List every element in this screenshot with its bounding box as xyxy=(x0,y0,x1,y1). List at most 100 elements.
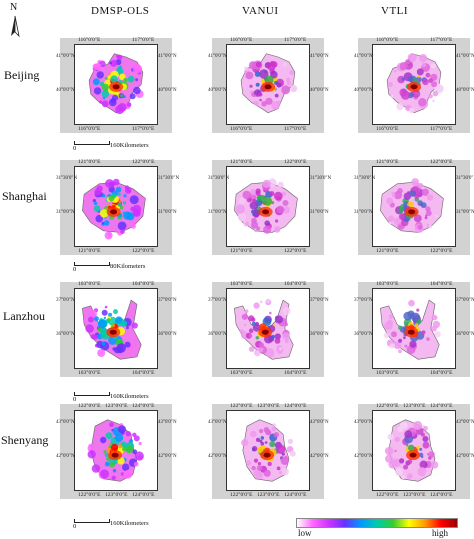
map-image-lanzhou-vanui xyxy=(234,298,294,360)
tick-label-left: 41°0'0"N xyxy=(208,54,227,59)
tick-label-left: 41°0'0"N xyxy=(354,54,373,59)
tick-label-left: 31°30'0"N xyxy=(354,176,376,181)
tick-label-top: 103°0'0"E xyxy=(376,281,399,287)
tick-label-left: 31°0'0"N xyxy=(208,210,227,215)
tick-label-left: 40°0'0"N xyxy=(354,88,373,93)
tick-label-left: 37°0'0"N xyxy=(354,298,373,303)
tick-label-top: 117°0'0"E xyxy=(132,37,155,43)
legend-low-label: low xyxy=(298,528,312,538)
tick-label-left: 40°0'0"N xyxy=(208,88,227,93)
tick-label-right: 31°0'0"N xyxy=(158,210,177,215)
tick-label-bottom: 116°0'0"E xyxy=(78,126,101,132)
tick-label-bottom: 121°0'0"E xyxy=(230,248,253,254)
tick-label-top: 117°0'0"E xyxy=(284,37,307,43)
tick-label-top: 116°0'0"E xyxy=(78,37,101,43)
tick-label-left: 37°0'0"N xyxy=(208,298,227,303)
tick-label-left: 31°0'0"N xyxy=(56,210,75,215)
tick-label-right: 31°30'0"N xyxy=(310,176,332,181)
tick-label-bottom: 124°0'0"E xyxy=(430,492,453,498)
map-panel-shenyang-vtli: 122°0'0"E 123°0'0"E 124°0'0"E 122°0'0"E 123°… xyxy=(354,403,474,499)
tick-label-right: 41°0'0"N xyxy=(310,54,329,59)
map-panel-shenyang-vanui: 122°0'0"E 123°0'0"E 124°0'0"E 122°0'0"E 123°… xyxy=(208,403,329,499)
tick-label-right: 42°0'0"N xyxy=(310,454,329,459)
tick-label-left: 42°0'0"N xyxy=(208,454,227,459)
column-header-vtli: VTLI xyxy=(381,5,409,17)
tick-label-top: 122°0'0"E xyxy=(430,159,453,165)
map-image-beijing-vanui xyxy=(240,53,298,114)
city-label-shenyang: Shenyang xyxy=(1,433,49,447)
map-image-shanghai-vanui xyxy=(234,178,298,234)
column-header-dmsp: DMSP-OLS xyxy=(91,5,150,17)
tick-label-right: 40°0'0"N xyxy=(456,88,474,93)
tick-label-right: 31°30'0"N xyxy=(456,176,474,181)
tick-label-top: 122°0'0"E xyxy=(230,403,253,409)
tick-label-top: 103°0'0"E xyxy=(230,281,253,287)
tick-label-top: 123°0'0"E xyxy=(105,403,128,409)
north-arrow: N xyxy=(6,2,24,46)
tick-label-top: 124°0'0"E xyxy=(430,403,453,409)
tick-label-left: 36°0'0"N xyxy=(354,332,373,337)
map-image-beijing-vtli xyxy=(386,53,444,114)
map-panel-shanghai-vtli: 121°0'0"E 122°0'0"E 121°0'0"E 122°0'0"E 31°3… xyxy=(354,159,474,255)
tick-label-left: 37°0'0"N xyxy=(56,298,75,303)
north-label: N xyxy=(10,2,18,13)
tick-label-right: 31°0'0"N xyxy=(456,210,474,215)
map-panel-shanghai-vanui: 121°0'0"E 122°0'0"E 121°0'0"E 122°0'0"E 31°3… xyxy=(208,159,332,255)
column-header-vanui: VANUI xyxy=(242,5,279,17)
map-image-beijing-dmsp xyxy=(88,53,144,115)
tick-label-right: 40°0'0"N xyxy=(310,88,329,93)
tick-label-top: 117°0'0"E xyxy=(430,37,453,43)
tick-label-right: 40°0'0"N xyxy=(158,88,177,93)
tick-label-left: 31°0'0"N xyxy=(354,210,373,215)
map-image-shenyang-dmsp xyxy=(87,419,144,482)
tick-label-left: 43°0'0"N xyxy=(56,420,75,425)
tick-label-right: 31°0'0"N xyxy=(310,210,329,215)
tick-label-left: 36°0'0"N xyxy=(56,332,75,337)
tick-label-top: 122°0'0"E xyxy=(376,403,399,409)
tick-label-top: 116°0'0"E xyxy=(230,37,253,43)
tick-label-right: 43°0'0"N xyxy=(456,420,474,425)
tick-label-bottom: 103°0'0"E xyxy=(230,370,253,376)
tick-label-top: 123°0'0"E xyxy=(257,403,280,409)
map-panel-lanzhou-vtli: 103°0'0"E 104°0'0"E 103°0'0"E 104°0'0"E 37°0… xyxy=(354,281,474,377)
legend: low high xyxy=(296,518,468,538)
map-image-shanghai-vtli xyxy=(380,178,444,233)
tick-label-bottom: 104°0'0"E xyxy=(132,370,155,376)
tick-label-bottom: 121°0'0"E xyxy=(78,248,101,254)
tick-label-right: 37°0'0"N xyxy=(310,298,329,303)
map-panel-shenyang-dmsp: 122°0'0"E 123°0'0"E 124°0'0"E 122°0'0"E 123°… xyxy=(56,403,177,499)
tick-label-bottom: 122°0'0"E xyxy=(284,248,307,254)
tick-label-top: 121°0'0"E xyxy=(376,159,399,165)
tick-label-left: 42°0'0"N xyxy=(354,454,373,459)
tick-label-bottom: 123°0'0"E xyxy=(105,492,128,498)
tick-label-top: 103°0'0"E xyxy=(78,281,101,287)
tick-label-top: 116°0'0"E xyxy=(376,37,399,43)
tick-label-bottom: 103°0'0"E xyxy=(78,370,101,376)
tick-label-bottom: 104°0'0"E xyxy=(284,370,307,376)
tick-label-top: 122°0'0"E xyxy=(284,159,307,165)
map-panel-beijing-vtli: 116°0'0"E 117°0'0"E 116°0'0"E 117°0'0"E 41°0… xyxy=(354,37,474,133)
tick-label-top: 123°0'0"E xyxy=(403,403,426,409)
map-panel-lanzhou-dmsp: 103°0'0"E 104°0'0"E 103°0'0"E 104°0'0"E 37°0… xyxy=(56,281,177,377)
tick-label-right: 41°0'0"N xyxy=(158,54,177,59)
map-panel-beijing-vanui: 116°0'0"E 117°0'0"E 116°0'0"E 117°0'0"E 41°0… xyxy=(208,37,329,133)
tick-label-top: 124°0'0"E xyxy=(284,403,307,409)
tick-label-bottom: 123°0'0"E xyxy=(403,492,426,498)
tick-label-bottom: 116°0'0"E xyxy=(376,126,399,132)
tick-label-right: 41°0'0"N xyxy=(456,54,474,59)
map-panel-shanghai-dmsp: 121°0'0"E 122°0'0"E 121°0'0"E 122°0'0"E 31°3… xyxy=(56,159,179,255)
tick-label-bottom: 117°0'0"E xyxy=(430,126,453,132)
north-arrow-icon xyxy=(11,15,20,38)
tick-label-bottom: 122°0'0"E xyxy=(132,248,155,254)
map-panel-beijing-dmsp: 116°0'0"E 117°0'0"E 116°0'0"E 117°0'0"E 41°0… xyxy=(56,37,177,133)
map-image-shenyang-vtli xyxy=(384,419,439,482)
tick-label-top: 121°0'0"E xyxy=(78,159,101,165)
tick-label-top: 104°0'0"E xyxy=(284,281,307,287)
tick-label-bottom: 122°0'0"E xyxy=(78,492,101,498)
tick-label-left: 31°30'0"N xyxy=(56,176,78,181)
tick-label-bottom: 122°0'0"E xyxy=(430,248,453,254)
tick-label-top: 124°0'0"E xyxy=(132,403,155,409)
tick-label-right: 43°0'0"N xyxy=(310,420,329,425)
city-label-lanzhou: Lanzhou xyxy=(3,309,45,323)
tick-label-bottom: 123°0'0"E xyxy=(257,492,280,498)
